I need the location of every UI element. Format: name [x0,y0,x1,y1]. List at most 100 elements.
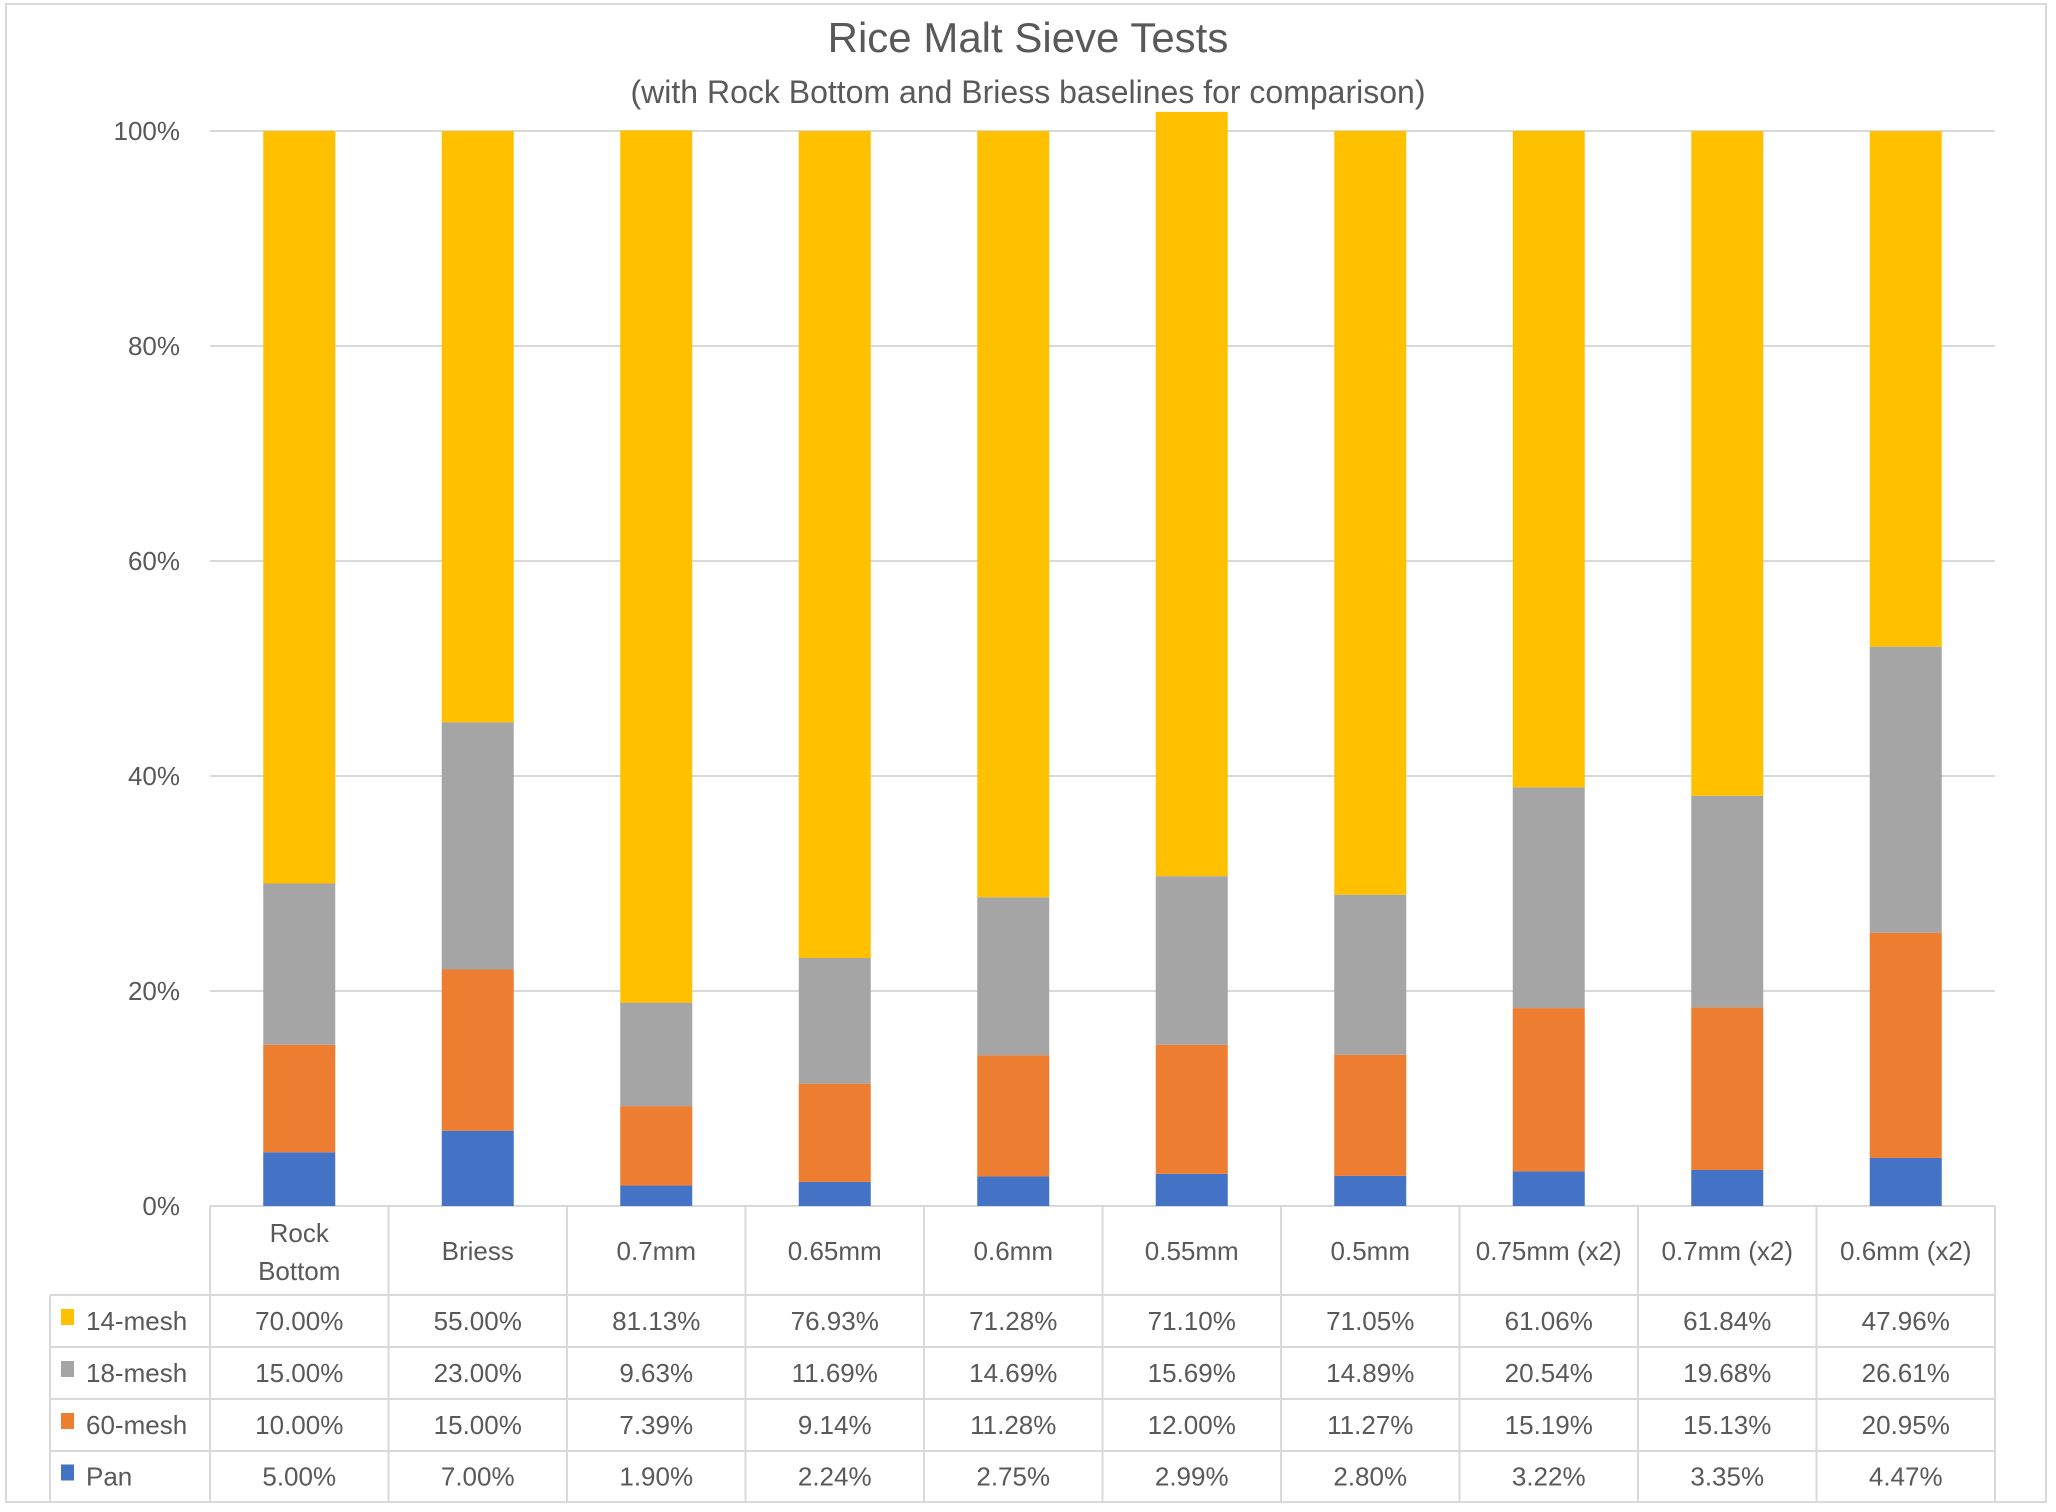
data-label: 9.14% [798,1410,872,1440]
bar-60-mesh [1869,932,1942,1158]
bar-60-mesh [1155,1044,1228,1174]
data-label: 5.00% [262,1462,336,1492]
legend-label: 14-mesh [86,1306,187,1336]
data-label: 10.00% [255,1410,343,1440]
data-label: 23.00% [434,1358,522,1388]
bar-pan [620,1185,693,1206]
chart-title: Rice Malt Sieve Tests [827,14,1229,61]
data-label: 2.80% [1333,1462,1407,1492]
bar-14-mesh [620,130,693,1003]
legend-label: Pan [86,1462,132,1492]
legend-swatch-18-mesh [61,1361,74,1377]
legend-label: 18-mesh [86,1358,187,1388]
category-label: 0.65mm [788,1236,882,1266]
data-label: 15.19% [1505,1410,1593,1440]
bar-pan [798,1181,871,1206]
bar-18-mesh [263,883,336,1045]
bar-60-mesh [977,1055,1050,1177]
bar-18-mesh [1334,894,1407,1055]
data-label: 81.13% [612,1306,700,1336]
bar-60-mesh [798,1083,871,1182]
data-label: 14.89% [1326,1358,1414,1388]
category-label: 0.55mm [1145,1236,1239,1266]
data-label: 71.28% [969,1306,1057,1336]
data-label: 15.00% [434,1410,522,1440]
data-label: 71.05% [1326,1306,1414,1336]
bar-pan [977,1176,1050,1206]
chart-subtitle: (with Rock Bottom and Briess baselines f… [630,74,1426,110]
legend-swatch-60-mesh [61,1413,74,1429]
data-label: 19.68% [1683,1358,1771,1388]
bar-pan [263,1152,336,1206]
data-label: 2.24% [798,1462,872,1492]
data-label: 61.84% [1683,1306,1771,1336]
bar-60-mesh [441,969,514,1131]
category-label: 0.5mm [1331,1236,1410,1266]
y-tick-label: 60% [128,546,180,576]
bar-14-mesh [1155,111,1228,877]
data-label: 11.69% [792,1358,878,1388]
legend-label: 60-mesh [86,1410,187,1440]
y-tick-label: 20% [128,976,180,1006]
category-label: 0.6mm [974,1236,1053,1266]
category-label: Briess [442,1236,514,1266]
bar-18-mesh [620,1002,693,1107]
data-label: 2.99% [1155,1462,1229,1492]
bar-18-mesh [1869,646,1942,933]
bar-18-mesh [798,957,871,1084]
data-label: 70.00% [255,1306,343,1336]
data-label: 15.69% [1148,1358,1236,1388]
bar-60-mesh [1691,1007,1764,1170]
data-label: 2.75% [976,1462,1050,1492]
data-label: 1.90% [619,1462,693,1492]
bar-pan [1155,1173,1228,1206]
data-label: 20.54% [1505,1358,1593,1388]
bar-18-mesh [977,897,1050,1056]
legend-swatch-pan [61,1464,74,1481]
data-label: 15.13% [1683,1410,1771,1440]
legend-swatch-14-mesh [61,1309,74,1325]
bar-14-mesh [798,131,871,958]
data-label: 47.96% [1862,1306,1950,1336]
data-label: 4.47% [1869,1462,1943,1492]
category-label: 0.6mm (x2) [1840,1236,1971,1266]
data-label: 14.69% [969,1358,1057,1388]
bar-pan [1334,1175,1407,1206]
data-label: 11.27% [1327,1410,1413,1440]
bar-14-mesh [1334,130,1407,895]
bar-18-mesh [1691,795,1764,1008]
bar-60-mesh [1334,1054,1407,1176]
bar-14-mesh [1512,130,1585,788]
bar-14-mesh [977,131,1050,898]
bar-14-mesh [441,131,514,723]
y-tick-label: 80% [128,331,180,361]
data-label: 3.22% [1512,1462,1586,1492]
data-label: 12.00% [1148,1410,1236,1440]
bar-pan [1691,1169,1764,1206]
y-tick-label: 100% [114,116,181,146]
category-label: Rock Bottom [258,1218,340,1286]
bar-60-mesh [620,1106,693,1186]
category-label: 0.75mm (x2) [1476,1236,1622,1266]
bar-18-mesh [1155,876,1228,1045]
data-label: 20.95% [1862,1410,1950,1440]
bar-14-mesh [263,131,336,884]
bar-14-mesh [1691,131,1764,796]
y-tick-label: 0% [142,1191,180,1221]
bar-pan [1869,1157,1942,1206]
data-label: 11.28% [970,1410,1056,1440]
bar-60-mesh [1512,1008,1585,1172]
data-label: 26.61% [1862,1358,1950,1388]
data-label: 7.00% [441,1462,515,1492]
bar-pan [1512,1171,1585,1206]
bar-60-mesh [263,1044,336,1153]
category-label: 0.7mm (x2) [1662,1236,1793,1266]
bar-14-mesh [1869,131,1942,647]
bar-18-mesh [441,722,514,970]
data-label: 61.06% [1505,1306,1593,1336]
data-label: 15.00% [255,1358,343,1388]
data-label: 9.63% [619,1358,693,1388]
bar-pan [441,1130,514,1206]
bar-18-mesh [1512,787,1585,1009]
